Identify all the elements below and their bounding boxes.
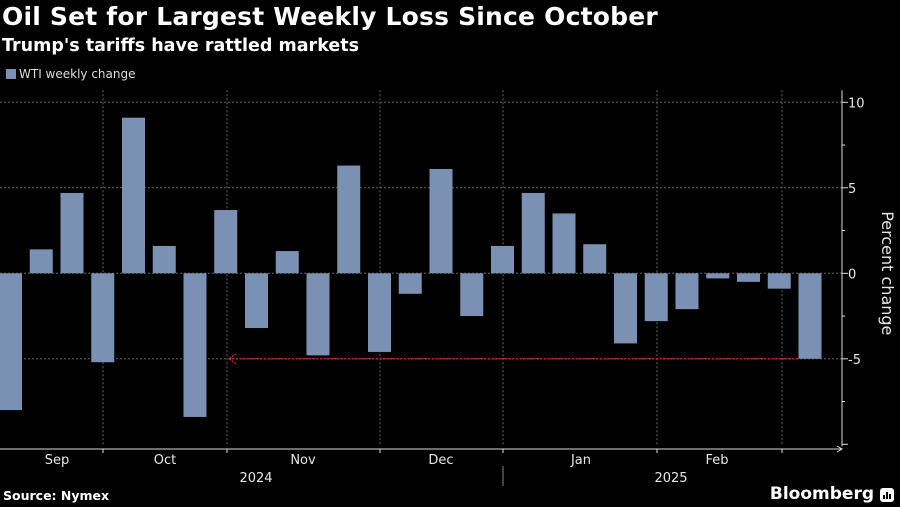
source-note: Source: Nymex [3,488,110,503]
bloomberg-logo: Bloomberg [769,484,874,504]
bar [737,273,760,282]
chart-title: Oil Set for Largest Weekly Loss Since Oc… [2,2,658,31]
bar [368,273,391,352]
bar [644,273,668,322]
annotation [227,353,799,365]
chart-subtitle: Trump's tariffs have rattled markets [2,36,360,56]
bloomberg-chart-icon [880,488,894,502]
bar [275,251,299,274]
bar [337,165,361,274]
x-tick-label: Nov [290,453,316,468]
bar [245,273,268,329]
x-tick-label: Feb [705,453,728,468]
bar [429,168,453,274]
bar [214,210,238,274]
y-tick-label: 0 [848,267,856,282]
bar [0,273,22,411]
bar [152,245,176,274]
axes: 10 5 0 -5 Percent change Sep Oct Nov Dec Jan Feb 20… [0,90,897,486]
bar [183,273,207,417]
legend: WTI weekly change [6,67,136,81]
bar [491,245,514,274]
x-tick-label: Sep [45,453,70,468]
y-tick-label: 5 [848,182,856,197]
bar [398,273,422,294]
bar [306,273,330,356]
y-tick-label: 10 [848,96,865,111]
legend-swatch [6,69,16,79]
bar [583,244,607,274]
bar [521,192,545,274]
bar [460,273,484,317]
bar [91,273,115,363]
x-year-label: 2025 [654,471,687,486]
bars [0,117,822,417]
y-axis-title: Percent change [878,211,897,335]
y-tick-label: -5 [848,353,861,368]
bar [614,273,637,344]
x-year-label: 2024 [239,471,272,486]
bar [706,273,730,279]
bar [552,213,576,274]
bar [60,192,84,274]
bar [122,117,145,274]
x-tick-label: Oct [154,453,176,468]
bar [29,249,53,274]
legend-label: WTI weekly change [19,67,136,81]
bar [675,273,699,310]
x-axis-arrow [836,445,843,453]
bar [767,273,791,289]
bar [798,273,822,359]
x-tick-label: Jan [570,453,591,468]
x-tick-label: Dec [428,453,453,468]
